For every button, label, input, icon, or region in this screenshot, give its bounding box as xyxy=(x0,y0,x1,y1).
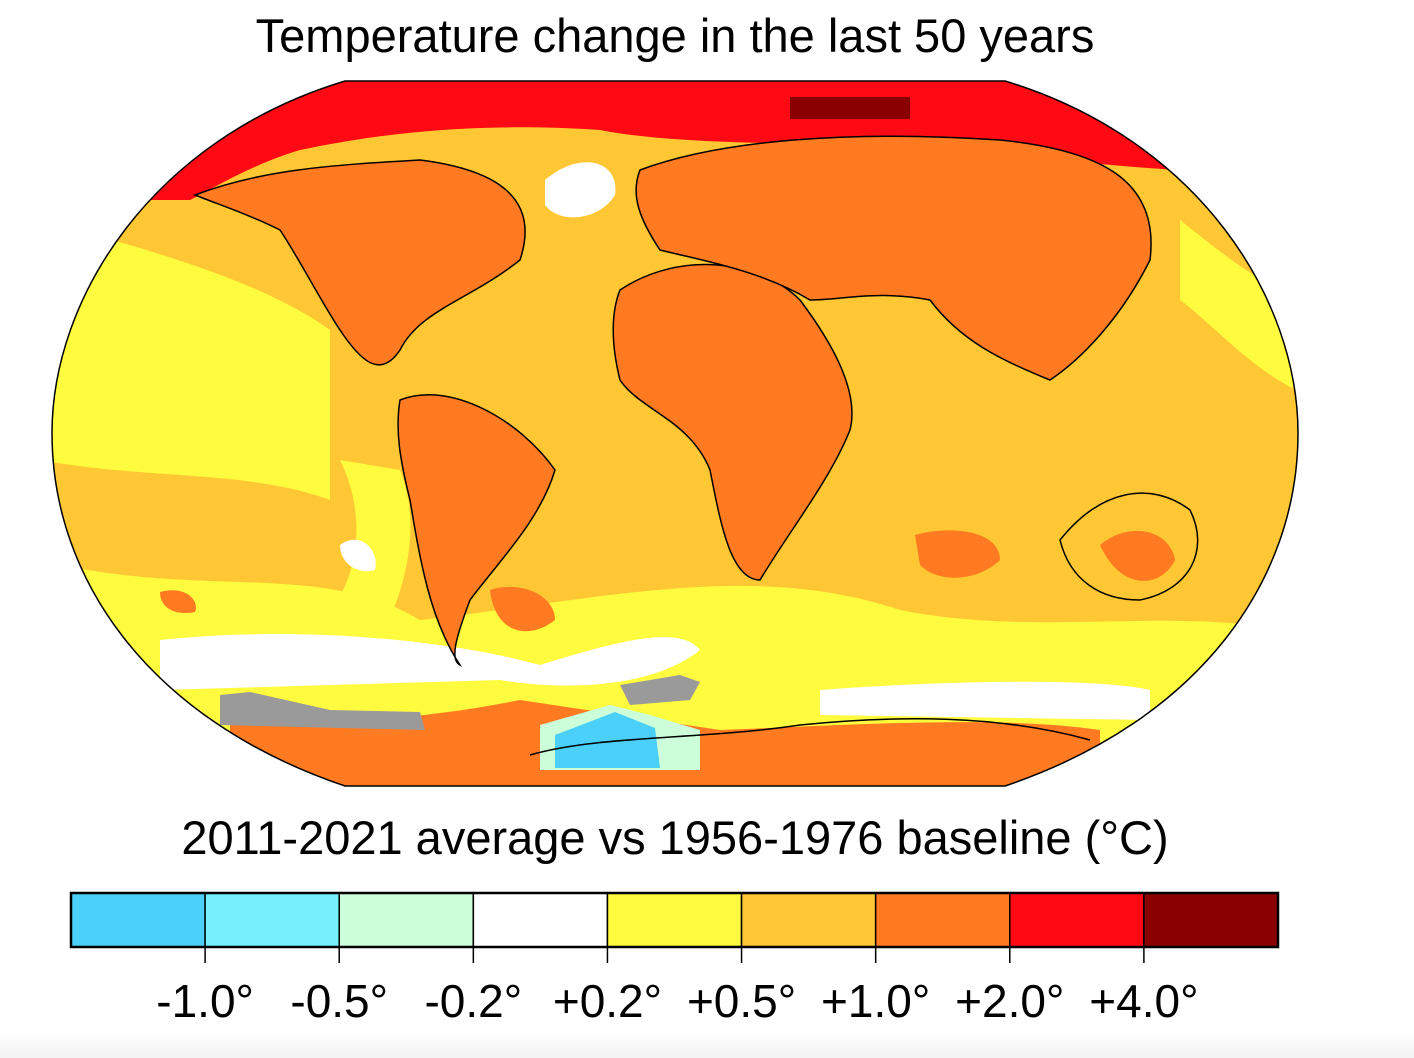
white-region-south-pacific xyxy=(340,539,376,572)
map-subtitle: 2011-2021 average vs 1956-1976 baseline … xyxy=(181,811,1169,864)
legend-bin xyxy=(1143,892,1279,948)
legend-tick-label: -1.0° xyxy=(156,975,254,1027)
north-america-region xyxy=(192,159,526,366)
white-region-southern-ocean-east xyxy=(820,681,1150,720)
south-america-region xyxy=(397,394,556,667)
legend-bin xyxy=(740,892,877,948)
africa-region xyxy=(612,263,853,581)
eurasia-region xyxy=(635,135,1152,381)
legend-bin xyxy=(204,892,340,948)
orange-region-south-pacific xyxy=(160,590,196,614)
orange-region-south-atlantic xyxy=(490,586,555,632)
legend-tick-label: +0.2° xyxy=(553,975,662,1027)
legend-tick-label: -0.2° xyxy=(424,975,522,1027)
orange-region-australia-interior xyxy=(1100,530,1175,581)
legend-bin xyxy=(472,892,609,948)
yellow-region-west-pacific xyxy=(1180,220,1298,400)
legend-bin xyxy=(338,892,475,948)
world-temperature-map xyxy=(51,80,1299,787)
no-data-region-west xyxy=(220,692,425,730)
map-title: Temperature change in the last 50 years xyxy=(255,9,1095,62)
legend-tick-label: +0.5° xyxy=(687,975,796,1027)
legend-bin xyxy=(1009,892,1145,948)
white-region-north-atlantic xyxy=(545,162,616,218)
legend-tick-label: +2.0° xyxy=(955,975,1064,1027)
legend-tick-label: +1.0° xyxy=(821,975,930,1027)
white-region-southern-ocean-west xyxy=(160,634,700,690)
no-data-region-east xyxy=(620,675,700,705)
antarctica-coastline xyxy=(529,718,1091,756)
yellow-region-pacific xyxy=(52,220,330,500)
legend-bin xyxy=(874,892,1011,948)
map-border xyxy=(51,80,1299,787)
darkred-region-siberia xyxy=(790,97,910,119)
legend-bin xyxy=(70,892,206,948)
blue-region-antarctica xyxy=(555,712,660,768)
legend-bin xyxy=(606,892,743,948)
orange-region-indian-ocean xyxy=(915,530,1000,578)
page-footer xyxy=(0,1032,1414,1058)
legend-tick-label: +4.0° xyxy=(1089,975,1198,1027)
legend-border xyxy=(69,891,1280,949)
legend-tick-label: -0.5° xyxy=(290,975,388,1027)
